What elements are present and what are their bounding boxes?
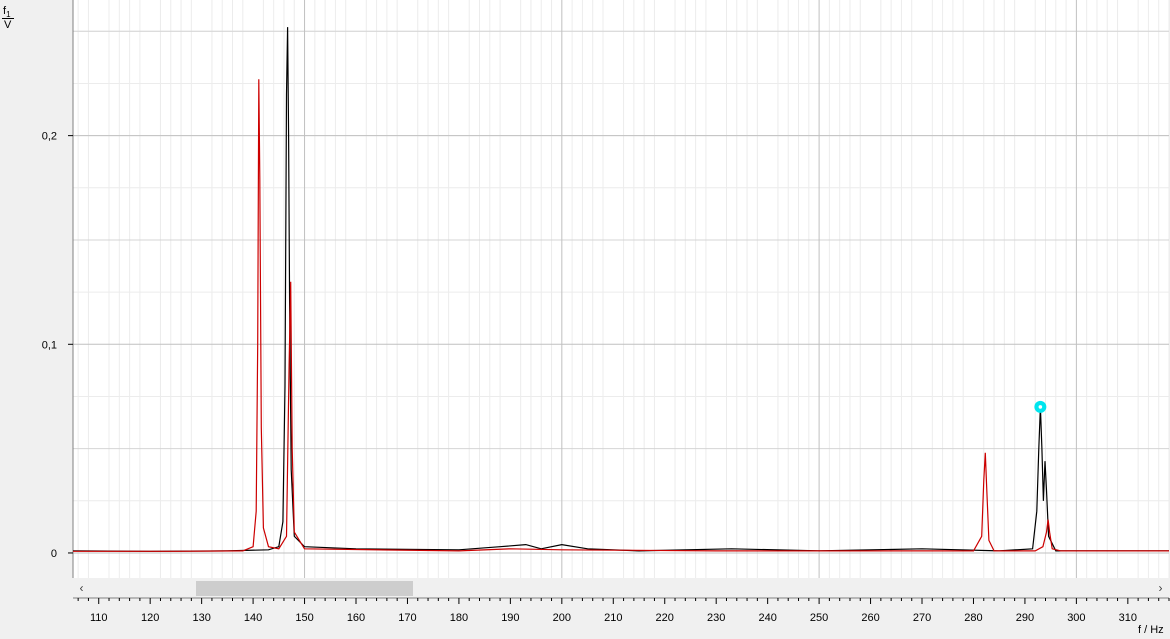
x-tick-label: 310 bbox=[1119, 612, 1137, 624]
x-tick-label: 230 bbox=[707, 612, 725, 624]
x-tick-label: 130 bbox=[192, 612, 210, 624]
x-tick-label: 290 bbox=[1016, 612, 1034, 624]
x-tick-label: 110 bbox=[90, 612, 108, 624]
y-axis-unit: V bbox=[4, 19, 12, 31]
x-tick-label: 210 bbox=[604, 612, 622, 624]
y-tick-label: 0,1 bbox=[42, 339, 57, 351]
scroll-thumb[interactable] bbox=[196, 581, 413, 596]
horizontal-scrollbar[interactable]: ‹ › bbox=[73, 580, 1169, 597]
x-axis-label: f / Hz bbox=[1138, 624, 1164, 636]
x-tick-label: 260 bbox=[861, 612, 879, 624]
y-axis-symbol: f1 bbox=[3, 5, 11, 19]
y-tick-label: 0 bbox=[51, 548, 57, 560]
x-tick-label: 250 bbox=[810, 612, 828, 624]
scroll-left-arrow-icon[interactable]: ‹ bbox=[79, 581, 84, 595]
x-tick-label: 280 bbox=[964, 612, 982, 624]
scroll-right-arrow-icon[interactable]: › bbox=[1158, 581, 1163, 595]
x-tick-label: 170 bbox=[398, 612, 416, 624]
series-line-2 bbox=[73, 79, 1169, 552]
highlight-marker-center bbox=[1038, 405, 1043, 409]
x-tick-label: 150 bbox=[295, 612, 313, 624]
x-tick-label: 120 bbox=[141, 612, 159, 624]
y-tick-label: 0,2 bbox=[42, 131, 57, 143]
x-tick-label: 190 bbox=[501, 612, 519, 624]
x-tick-label: 160 bbox=[347, 612, 365, 624]
x-tick-label: 180 bbox=[450, 612, 468, 624]
x-tick-label: 240 bbox=[758, 612, 776, 624]
x-tick-label: 270 bbox=[913, 612, 931, 624]
x-tick-label: 140 bbox=[244, 612, 262, 624]
x-tick-label: 300 bbox=[1067, 612, 1085, 624]
x-tick-label: 200 bbox=[553, 612, 571, 624]
y-axis-fraction-line bbox=[2, 18, 14, 19]
y-axis-symbol-subscript: 1 bbox=[6, 10, 11, 20]
x-tick-label: 220 bbox=[656, 612, 674, 624]
y-axis-symbol-main: f bbox=[3, 5, 7, 17]
